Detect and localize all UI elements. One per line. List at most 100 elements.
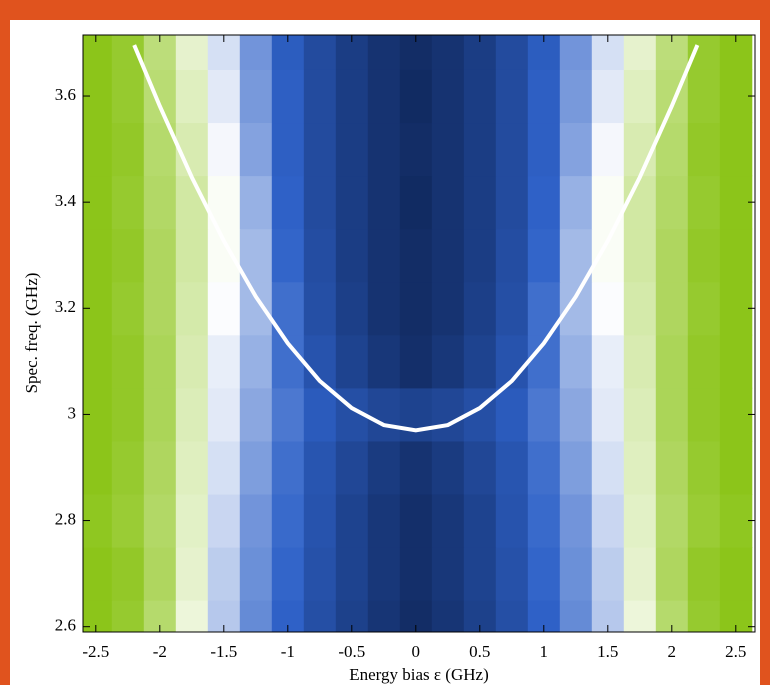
heatmap [83,35,753,632]
heatmap-cell [495,387,529,442]
heatmap-cell [271,494,305,548]
heatmap-cell [559,122,593,177]
heatmap-cell [527,69,561,124]
heatmap-cell [367,494,401,548]
heatmap-cell [239,281,273,336]
heatmap-cell [111,175,145,230]
heatmap-cell [303,387,337,442]
heatmap-cell [591,69,625,124]
heatmap-cell [431,175,465,230]
heatmap-cell [143,175,177,230]
heatmap-cell [463,175,497,230]
heatmap-cell [303,35,337,70]
y-tick-label: 3 [68,403,77,422]
heatmap-cell [655,334,689,389]
heatmap-cell [495,35,529,70]
heatmap-cell [463,228,497,283]
heatmap-cell [495,175,529,230]
heatmap-cell [463,122,497,177]
heatmap-cell [655,175,689,230]
heatmap-cell [239,35,273,70]
x-tick-label: 0.5 [469,642,490,661]
heatmap-cell [239,494,273,548]
heatmap-cell [271,69,305,124]
heatmap-cell [559,600,593,632]
heatmap-cell [207,122,241,177]
heatmap-cell [399,69,433,124]
heatmap-cell [367,281,401,336]
heatmap-cell [271,122,305,177]
heatmap-cell [239,175,273,230]
heatmap-cell [431,547,465,601]
heatmap-cell [559,35,593,70]
x-tick-label: 1 [540,642,549,661]
heatmap-cell [495,547,529,601]
heatmap-cell [239,334,273,389]
heatmap-cell [399,281,433,336]
heatmap-cell [335,494,369,548]
heatmap-cell [367,35,401,70]
heatmap-cell [559,387,593,442]
heatmap-cell [367,600,401,632]
heatmap-cell [271,387,305,442]
heatmap-cell [303,175,337,230]
heatmap-cell [111,281,145,336]
heatmap-cell [111,69,145,124]
heatmap-cell [687,334,721,389]
heatmap-cell [399,494,433,548]
heatmap-cell [175,494,209,548]
heatmap-cell [111,600,145,632]
heatmap-cell [719,334,753,389]
x-tick-label: 1.5 [597,642,618,661]
heatmap-cell [335,69,369,124]
heatmap-cell [111,334,145,389]
heatmap-cell [303,494,337,548]
heatmap-cell [239,600,273,632]
curve [132,44,700,433]
heatmap-cell [463,547,497,601]
heatmap-cell [463,69,497,124]
heatmap-cell [559,547,593,601]
heatmap-cell [239,547,273,601]
heatmap-cell [495,440,529,495]
heatmap-cell [143,494,177,548]
heatmap-cell [431,334,465,389]
heatmap-cell [143,281,177,336]
x-axis-label: Energy bias ε (GHz) [349,665,488,684]
heatmap-cell [719,175,753,230]
y-tick-label: 3.6 [55,85,76,104]
heatmap-cell [207,228,241,283]
heatmap-cell [463,440,497,495]
heatmap-cell [303,69,337,124]
heatmap-cell [463,334,497,389]
heatmap-cell [655,228,689,283]
heatmap-cell [687,281,721,336]
heatmap-cell [719,281,753,336]
heatmap-cell [367,387,401,442]
heatmap-cell [559,334,593,389]
heatmap-cell [623,600,657,632]
heatmap-cell [207,69,241,124]
heatmap-cell [623,334,657,389]
heatmap-cell [111,122,145,177]
heatmap-cell [83,334,113,389]
heatmap-cell [623,228,657,283]
y-tick-label: 3.4 [55,191,77,210]
heatmap-cell [527,494,561,548]
x-tick-label: 2.5 [725,642,746,661]
heatmap-cell [367,69,401,124]
heatmap-cell [655,387,689,442]
heatmap-cell [623,440,657,495]
heatmap-cell [591,440,625,495]
heatmap-cell [687,228,721,283]
heatmap-cell [623,494,657,548]
heatmap-cell [687,547,721,601]
heatmap-cell [175,281,209,336]
heatmap-cell [399,334,433,389]
x-tick-label: 0 [412,642,421,661]
heatmap-cell [399,387,433,442]
heatmap-cell [559,440,593,495]
heatmap-cell [111,387,145,442]
